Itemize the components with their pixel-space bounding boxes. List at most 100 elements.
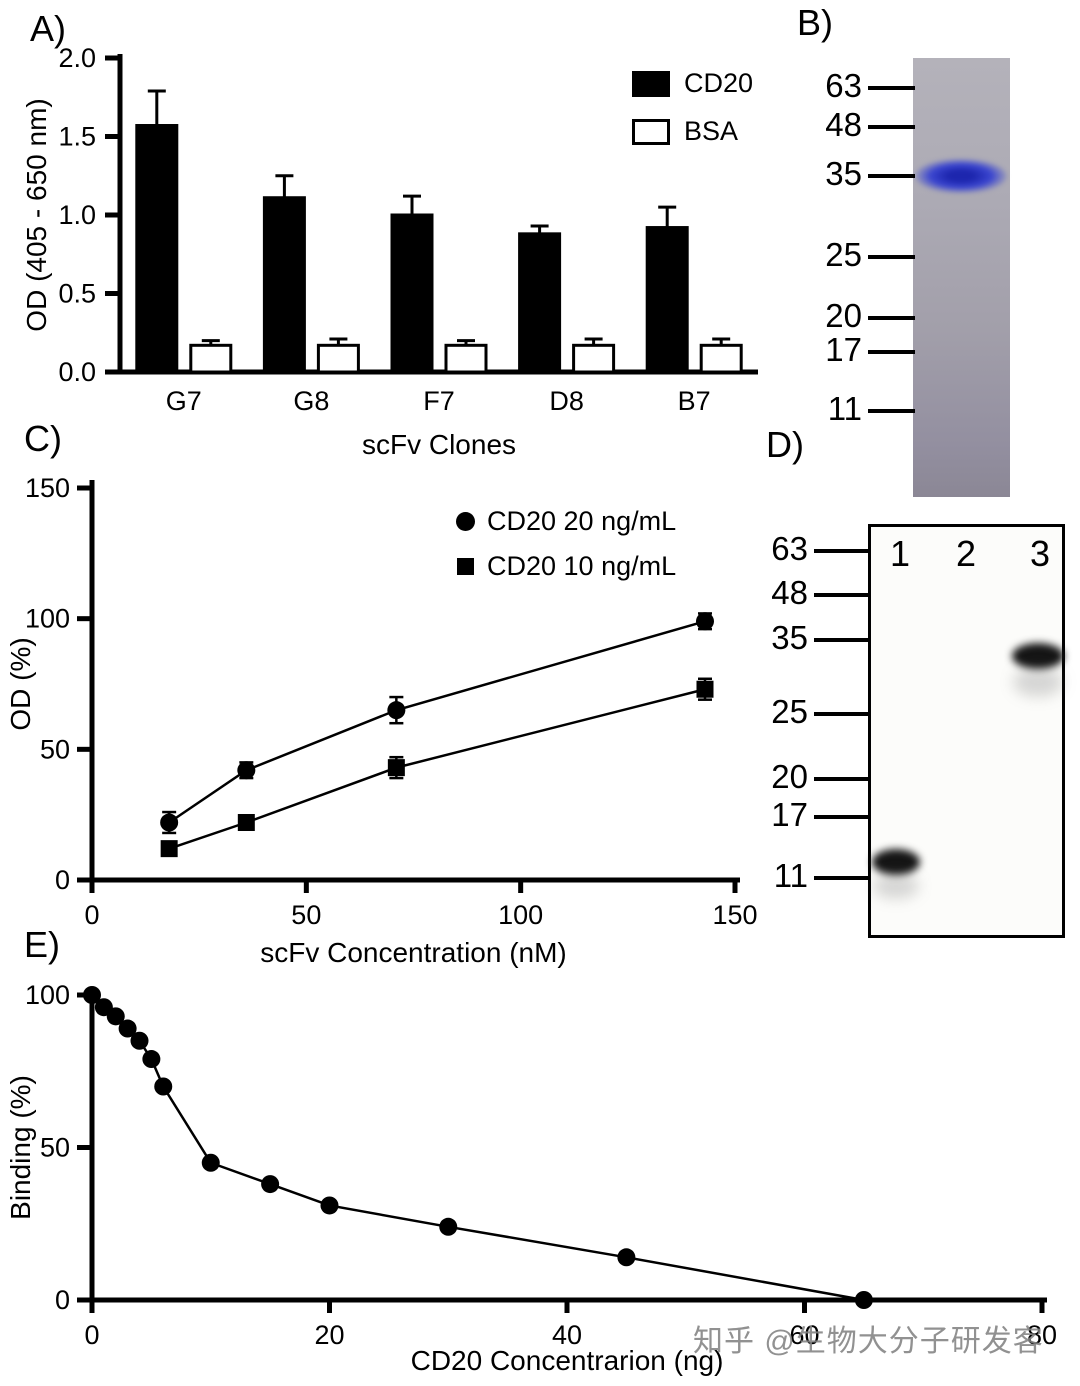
y-axis-title: OD (405 - 650 nm) (21, 98, 52, 331)
bar-CD20-D8 (518, 232, 562, 374)
bar-CD20-B7 (645, 226, 689, 374)
mw-tick-line (814, 593, 870, 597)
y-tick-label: 100 (25, 980, 70, 1010)
category-label: G7 (166, 386, 202, 416)
data-point-circle (261, 1175, 280, 1194)
mw-marker-label-11: 11 (827, 390, 862, 427)
x-tick-label: 0 (84, 1320, 99, 1350)
blot-band-lane1-12kda (872, 849, 920, 875)
bar-BSA-D8 (572, 343, 616, 374)
x-tick-label: 60 (789, 1320, 819, 1350)
mw-tick-line (814, 777, 870, 781)
blot-smear-lane3 (1013, 667, 1063, 697)
data-point-circle (854, 1291, 873, 1309)
mw-marker-label-25: 25 (825, 236, 862, 273)
y-tick-label: 50 (40, 734, 70, 764)
legend-item-cd20-10: CD20 10 ng/mL (447, 551, 676, 582)
x-tick-label: 40 (552, 1320, 582, 1350)
mw-tick-line (814, 876, 870, 880)
mw-tick-line (868, 86, 915, 90)
bar-BSA-F7 (444, 343, 488, 374)
bar-CD20-F7 (390, 213, 434, 374)
x-tick-label: 20 (314, 1320, 344, 1350)
y-tick-label: 1.0 (58, 200, 96, 230)
data-point-circle (439, 1217, 458, 1236)
legend-panel-a: CD20 BSA (632, 68, 753, 147)
mw-tick-line (868, 255, 915, 259)
y-tick-label: 1.5 (58, 122, 96, 152)
mw-tick-line (814, 638, 870, 642)
data-point-circle (106, 1007, 125, 1026)
series-line-Binding (91, 994, 865, 1302)
data-point-square (696, 680, 714, 698)
blot-smear-lane1 (873, 873, 919, 899)
panel-a-bar-chart: 0.0 0.5 1.0 1.5 2.0 G7 G8 F7 D8 B7 scFv Clones OD (… (21, 43, 758, 460)
data-point-circle (695, 612, 714, 631)
data-point-circle (154, 1077, 173, 1096)
mw-tick-line (868, 125, 915, 129)
gel-band-35kda (915, 157, 1007, 195)
x-tick-label: 0 (84, 900, 99, 930)
mw-marker-label-20: 20 (825, 297, 862, 334)
y-axis-title: Binding (%) (5, 1075, 36, 1220)
bar-BSA-G8 (316, 343, 360, 374)
cd20-series-swatch (632, 70, 670, 97)
panel-e-label: E) (24, 924, 60, 965)
bar-BSA-G7 (189, 343, 233, 374)
y-tick-label: 0 (55, 865, 70, 895)
lane-label-2: 2 (955, 533, 977, 574)
mw-tick-line (868, 409, 915, 413)
data-point-circle (387, 701, 406, 720)
category-label: B7 (678, 386, 711, 416)
watermark: 知乎 @生物大分子研发客 (693, 1325, 1044, 1358)
x-tick-label: 80 (1027, 1320, 1057, 1350)
panel-a-label: A) (30, 8, 66, 49)
data-point-circle (160, 813, 179, 832)
mw-tick-line (868, 350, 915, 354)
data-point-circle (201, 1153, 220, 1172)
y-tick-label: 0 (55, 1285, 70, 1315)
legend-item-cd20-20: CD20 20 ng/mL (447, 506, 676, 537)
bsa-series-swatch (632, 118, 670, 145)
category-label: D8 (549, 386, 584, 416)
bar-CD20-G7 (135, 124, 179, 374)
mw-tick-line (814, 712, 870, 716)
mw-tick-line (868, 316, 915, 320)
mw-marker-label-17: 17 (825, 331, 862, 368)
x-axis-title: CD20 Concentrarion (ng) (411, 1345, 724, 1376)
mw-marker-label-48: 48 (825, 106, 862, 143)
panel-c-line-chart: 0 50 100 150 0 50 100 150 scFv Concentration (nM… (5, 473, 758, 968)
lane-label-1: 1 (889, 533, 911, 574)
category-label: G8 (293, 386, 329, 416)
square-marker-swatch (457, 558, 474, 575)
data-point-circle (320, 1196, 339, 1215)
legend-panel-c: CD20 20 ng/mL CD20 10 ng/mL (447, 506, 676, 582)
cd20-20-series-label: CD20 20 ng/mL (487, 506, 677, 536)
mw-marker-label-48: 48 (771, 574, 808, 611)
data-point-circle (130, 1031, 149, 1050)
y-tick-label: 150 (25, 473, 70, 503)
y-axis-title: OD (%) (5, 637, 36, 730)
x-tick-label: 50 (291, 900, 321, 930)
panel-d-label: D) (766, 424, 804, 465)
x-tick-label: 100 (498, 900, 543, 930)
mw-marker-label-35: 35 (771, 619, 808, 656)
mw-marker-label-25: 25 (771, 693, 808, 730)
western-blot-image: 1 2 3 (868, 524, 1065, 938)
legend-item-bsa: BSA (632, 116, 753, 147)
y-tick-label: 100 (25, 604, 70, 634)
data-point-square (160, 840, 178, 858)
data-point-square (387, 759, 405, 777)
blot-band-lane3-33kda (1012, 643, 1064, 669)
coomassie-gel-image (913, 58, 1010, 497)
mw-marker-label-11: 11 (773, 857, 808, 894)
mw-tick-line (868, 174, 915, 178)
circle-marker-swatch (456, 512, 475, 531)
mw-marker-label-17: 17 (771, 796, 808, 833)
x-axis-title: scFv Clones (362, 429, 516, 460)
data-point-square (237, 814, 255, 832)
panel-c-label: C) (24, 418, 62, 459)
x-axis-title: scFv Concentration (nM) (260, 937, 567, 968)
